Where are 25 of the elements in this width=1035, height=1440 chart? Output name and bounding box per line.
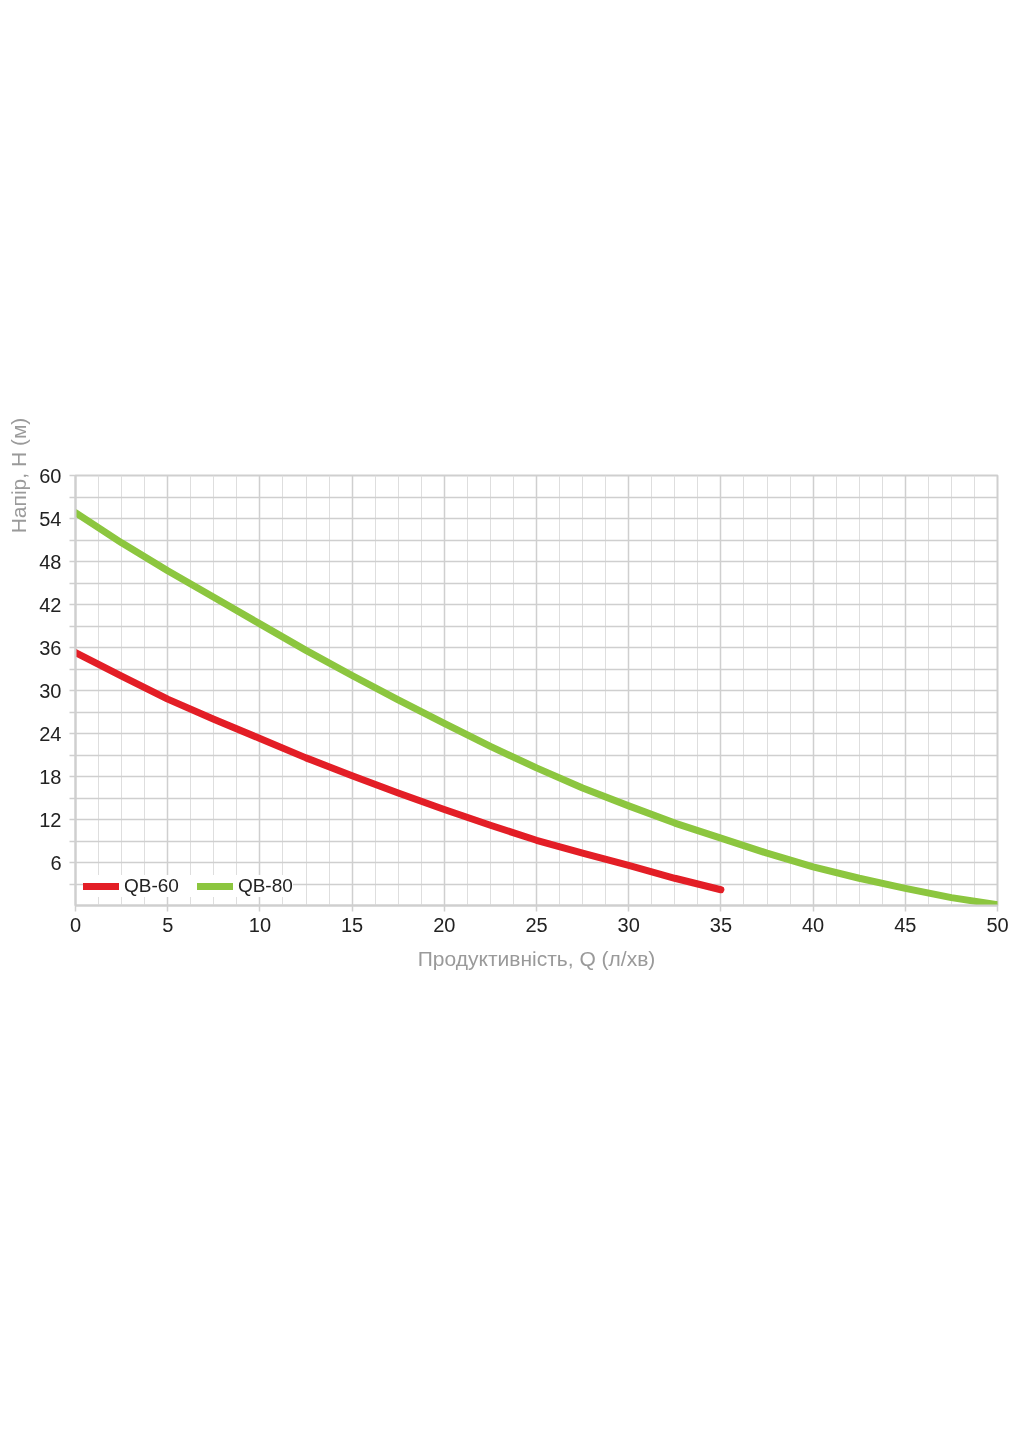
y-tick-label: 42 <box>39 593 62 616</box>
x-tick-label: 5 <box>162 913 174 936</box>
x-tick-label: 50 <box>986 913 1009 936</box>
x-tick-label: 35 <box>709 913 733 936</box>
x-tick-label: 30 <box>617 913 640 936</box>
x-tick-label: 25 <box>525 913 548 936</box>
y-tick-label: 36 <box>39 636 62 659</box>
y-tick-label: 6 <box>50 851 62 874</box>
y-tick-label: 18 <box>39 765 62 788</box>
x-tick-label: 20 <box>433 913 456 936</box>
x-tick-label: 45 <box>894 913 917 936</box>
x-axis-title: Продуктивність, Q (л/хв) <box>417 946 656 970</box>
legend-label: QB-60 <box>124 875 179 897</box>
y-tick-label: 60 <box>39 464 62 487</box>
x-tick-label: 15 <box>340 913 364 936</box>
y-tick-label: 48 <box>39 550 62 573</box>
y-tick-label: 30 <box>39 679 62 702</box>
y-tick-label: 24 <box>39 722 62 745</box>
y-axis-title: Напір, Н (м) <box>7 417 31 534</box>
x-tick-label: 0 <box>69 913 82 936</box>
y-tick-label: 54 <box>39 507 62 530</box>
x-tick-label: 40 <box>801 913 825 936</box>
y-tick-label: 12 <box>39 808 62 831</box>
legend-label: QB-80 <box>237 875 293 897</box>
x-tick-label: 10 <box>248 913 272 936</box>
